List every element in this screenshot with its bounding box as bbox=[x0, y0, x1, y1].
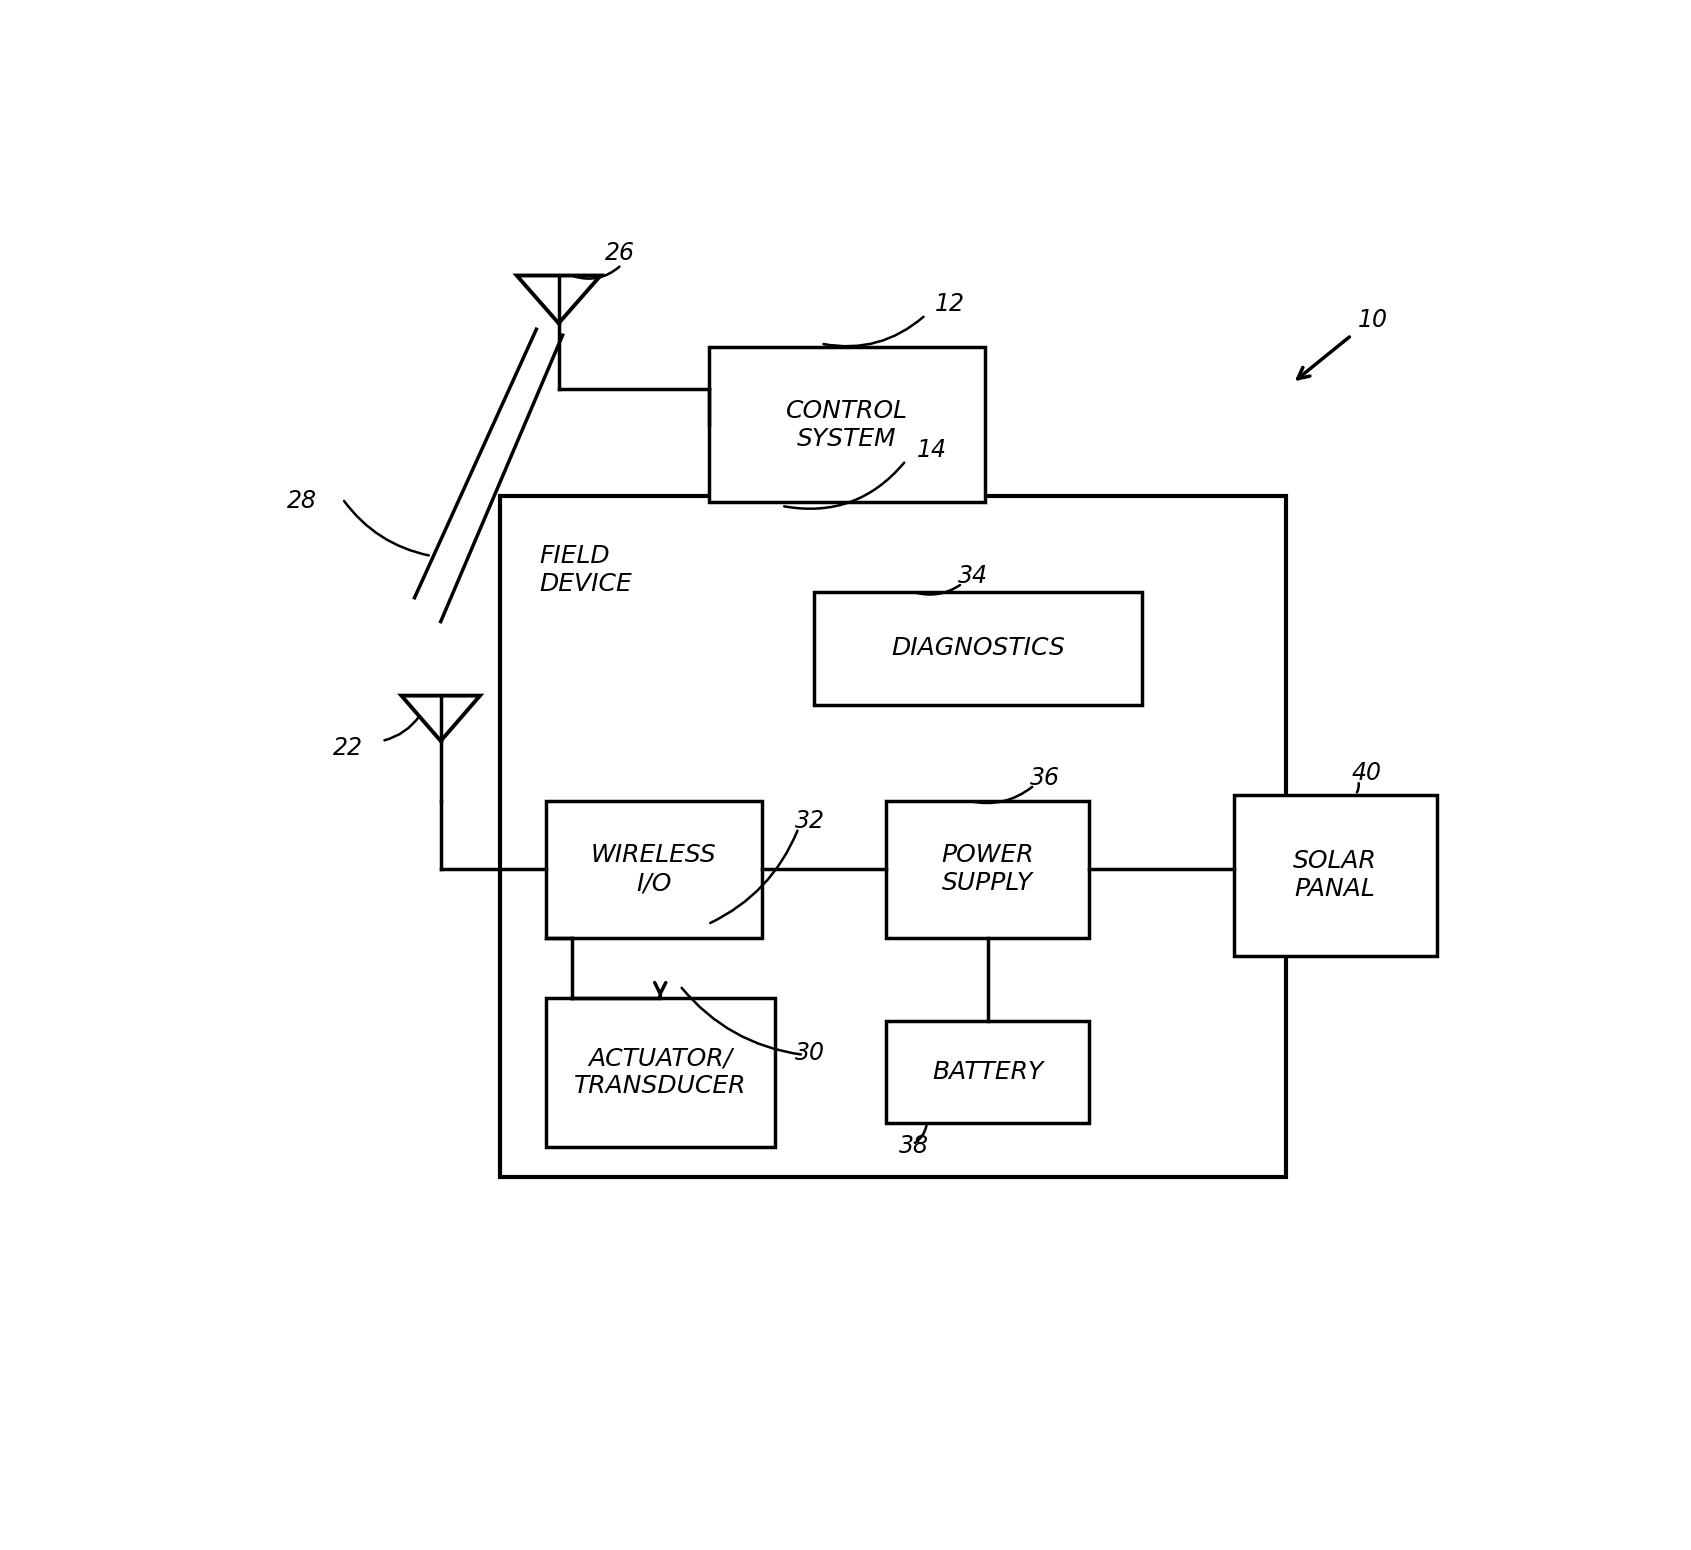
Text: 36: 36 bbox=[1030, 766, 1060, 791]
Bar bbox=[1234, 795, 1437, 956]
Text: 12: 12 bbox=[935, 293, 966, 316]
Text: 34: 34 bbox=[959, 564, 988, 589]
Bar bbox=[546, 801, 763, 938]
Text: DIAGNOSTICS: DIAGNOSTICS bbox=[891, 637, 1065, 660]
Text: WIRELESS
I/O: WIRELESS I/O bbox=[590, 843, 717, 896]
Bar bbox=[886, 801, 1089, 938]
Bar bbox=[886, 1021, 1089, 1122]
Text: SOLAR
PANAL: SOLAR PANAL bbox=[1294, 849, 1376, 901]
Text: 40: 40 bbox=[1351, 761, 1382, 786]
Bar bbox=[546, 998, 774, 1147]
Bar bbox=[815, 592, 1141, 705]
Text: BATTERY: BATTERY bbox=[932, 1060, 1043, 1083]
Text: POWER
SUPPLY: POWER SUPPLY bbox=[942, 843, 1035, 896]
Text: 30: 30 bbox=[795, 1040, 825, 1065]
Text: CONTROL
SYSTEM: CONTROL SYSTEM bbox=[786, 398, 908, 451]
Text: 26: 26 bbox=[605, 240, 634, 265]
Text: 38: 38 bbox=[900, 1133, 930, 1158]
Bar bbox=[710, 347, 984, 502]
Text: 22: 22 bbox=[333, 736, 364, 761]
Text: 28: 28 bbox=[287, 490, 318, 513]
Text: 10: 10 bbox=[1358, 308, 1388, 332]
Bar bbox=[501, 496, 1287, 1176]
Text: 32: 32 bbox=[795, 809, 825, 832]
Text: ACTUATOR/
TRANSDUCER: ACTUATOR/ TRANSDUCER bbox=[573, 1046, 746, 1097]
Text: 14: 14 bbox=[917, 439, 947, 462]
Text: FIELD
DEVICE: FIELD DEVICE bbox=[539, 544, 632, 595]
